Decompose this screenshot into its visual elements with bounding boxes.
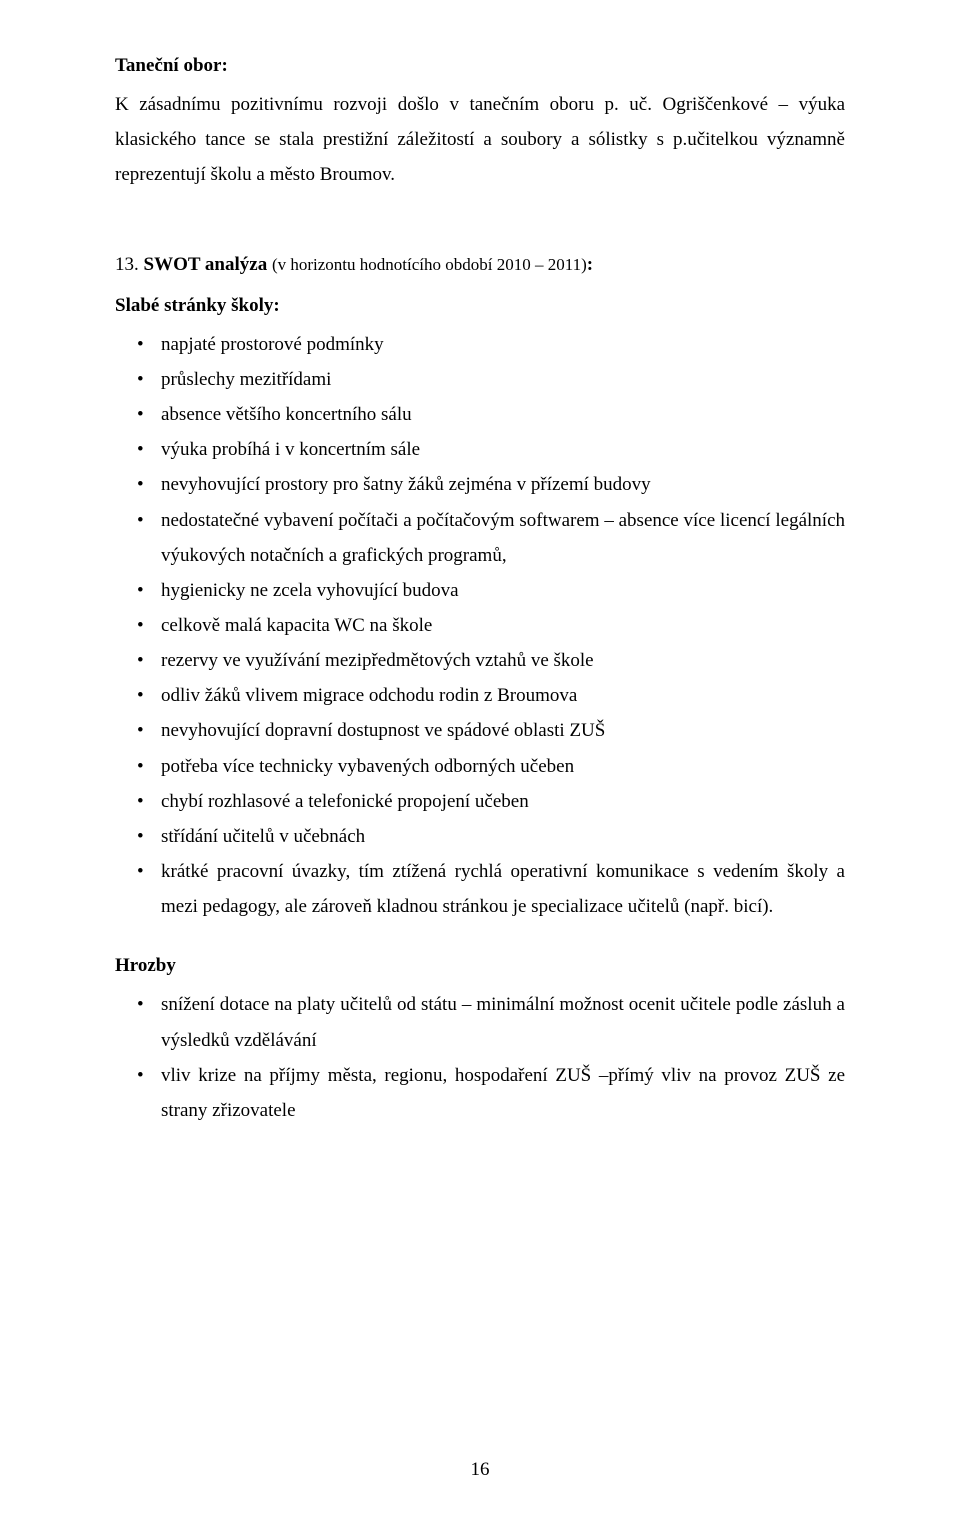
swot-title-main: SWOT analýza <box>144 254 272 275</box>
list-item: nevyhovující prostory pro šatny žáků zej… <box>115 467 845 502</box>
list-item: nevyhovující dopravní dostupnost ve spád… <box>115 713 845 748</box>
list-item: průslechy mezitřídami <box>115 362 845 397</box>
swot-title-paren: (v horizontu hodnotícího období 2010 – 2… <box>272 255 587 274</box>
slabe-heading: Slabé stránky školy: <box>115 288 845 323</box>
swot-title: 13. SWOT analýza (v horizontu hodnotícíh… <box>115 247 845 282</box>
list-item: nedostatečné vybavení počítači a počítač… <box>115 503 845 573</box>
list-item: hygienicky ne zcela vyhovující budova <box>115 573 845 608</box>
swot-number: 13. <box>115 254 139 275</box>
list-item: absence většího koncertního sálu <box>115 397 845 432</box>
tanecni-heading: Taneční obor: <box>115 48 845 83</box>
swot-title-colon: : <box>587 254 593 275</box>
section-gap <box>115 199 845 247</box>
hrozby-list: snížení dotace na platy učitelů od státu… <box>115 987 845 1128</box>
tanecni-paragraph: K zásadnímu pozitivnímu rozvoji došlo v … <box>115 87 845 192</box>
list-item: výuka probíhá i v koncertním sále <box>115 432 845 467</box>
page-number: 16 <box>0 1452 960 1487</box>
list-item: vliv krize na příjmy města, regionu, hos… <box>115 1058 845 1128</box>
slabe-list: napjaté prostorové podmínky průslechy me… <box>115 327 845 924</box>
list-item: rezervy ve využívání mezipředmětových vz… <box>115 643 845 678</box>
hrozby-heading: Hrozby <box>115 948 845 983</box>
list-item: napjaté prostorové podmínky <box>115 327 845 362</box>
document-page: Taneční obor: K zásadnímu pozitivnímu ro… <box>0 0 960 1515</box>
list-item: snížení dotace na platy učitelů od státu… <box>115 987 845 1057</box>
list-item: střídání učitelů v učebnách <box>115 819 845 854</box>
list-item: odliv žáků vlivem migrace odchodu rodin … <box>115 678 845 713</box>
list-item: krátké pracovní úvazky, tím ztížená rych… <box>115 854 845 924</box>
list-item: chybí rozhlasové a telefonické propojení… <box>115 784 845 819</box>
list-item: celkově malá kapacita WC na škole <box>115 608 845 643</box>
list-item: potřeba více technicky vybavených odborn… <box>115 749 845 784</box>
